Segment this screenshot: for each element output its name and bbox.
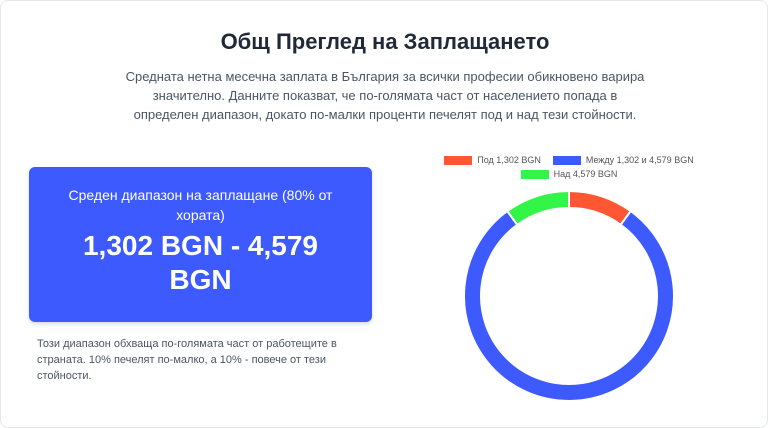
doughnut-slice[interactable] <box>463 209 675 402</box>
legend-item[interactable]: Между 1,302 и 4,579 BGN <box>552 155 694 165</box>
description: Средната нетна месечна заплата в Българи… <box>125 69 645 122</box>
legend-swatch <box>520 169 549 179</box>
legend-label: Между 1,302 и 4,579 BGN <box>585 155 694 165</box>
doughnut-slice[interactable] <box>505 189 570 227</box>
legend: Под 1,302 BGN Между 1,302 и 4,579 BGN Над … <box>419 153 719 181</box>
legend-swatch <box>552 155 581 165</box>
doughnut-slice[interactable] <box>568 189 633 227</box>
doughnut-chart <box>463 189 675 402</box>
legend-label: Над 4,579 BGN <box>553 169 618 179</box>
range-label: Среден диапазон на заплащане (80% от хор… <box>68 187 333 223</box>
legend-item[interactable]: Под 1,302 BGN <box>444 155 541 165</box>
range-value: 1,302 BGN - 4,579 BGN <box>82 230 319 295</box>
legend-item[interactable]: Над 4,579 BGN <box>520 169 618 179</box>
range-card: Среден диапазон на заплащане (80% от хор… <box>29 167 372 322</box>
legend-swatch <box>444 155 473 165</box>
note: Този диапазон обхваща по-голямата част о… <box>37 338 337 382</box>
page-title: Общ Преглед на Заплащането <box>220 29 550 54</box>
legend-label: Под 1,302 BGN <box>477 155 541 165</box>
